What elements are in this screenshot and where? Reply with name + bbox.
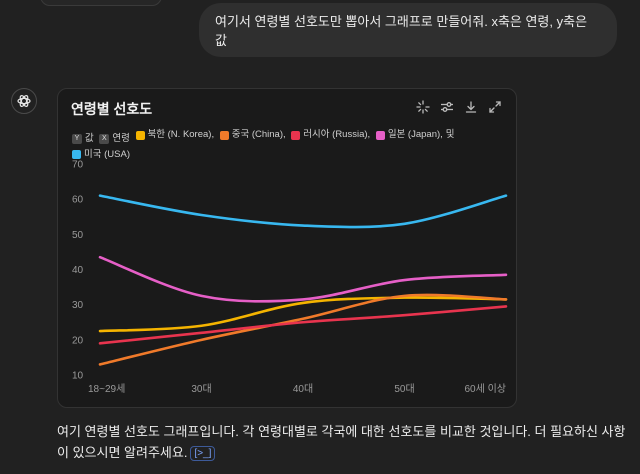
user-message-bubble: 여기서 연령별 선호도만 뽑아서 그래프로 만들어줘. x축은 연령, y축은 … [199, 3, 617, 57]
y-tick-label-50: 50 [72, 230, 84, 241]
legend-item-russia[interactable]: 러시아 (Russia), [291, 127, 370, 143]
legend-label-russia: 러시아 (Russia), [303, 129, 371, 140]
line-chart: 10 20 30 40 50 60 70 18~29세 30대 40대 50대 60세 이상 [72, 160, 508, 395]
legend-conjunction: 및 [445, 129, 455, 140]
previous-element-edge [40, 0, 162, 6]
legend-swatch-china [219, 130, 229, 140]
legend-x-key: X 연령 [99, 131, 130, 147]
y-key-badge: Y [72, 133, 82, 144]
legend-label-japan: 일본 (Japan), [387, 129, 443, 140]
legend-swatch-japan [375, 130, 385, 140]
legend-item-usa[interactable]: 미국 (USA) [72, 147, 130, 163]
y-tick-label-40: 40 [72, 265, 84, 276]
x-tick-label-0: 18~29세 [88, 383, 125, 395]
series-line-japan [98, 255, 508, 303]
x-tick-label-1: 30대 [191, 383, 211, 395]
expand-icon [489, 101, 501, 113]
assistant-reply: 여기 연령별 선호도 그래프입니다. 각 연령대별로 각국에 대한 선호도를 비… [57, 421, 632, 463]
user-message-text: 여기서 연령별 선호도만 뽑아서 그래프로 만들어줘. x축은 연령, y축은 … [215, 14, 588, 48]
y-tick-label-60: 60 [72, 195, 84, 206]
chart-card: 연령별 선호도 [57, 88, 517, 408]
x-tick-label-3: 50대 [394, 383, 414, 395]
chart-legend: Y 값 X 연령 북한 (N. Korea), 중국 (China), 러시아 … [72, 127, 502, 165]
legend-label-n-korea: 북한 (N. Korea), [147, 129, 215, 140]
legend-swatch-russia [291, 130, 301, 140]
legend-y-key: Y 값 [72, 131, 94, 147]
legend-item-japan[interactable]: 일본 (Japan), 및 [375, 127, 455, 143]
y-tick-label-30: 30 [72, 300, 84, 311]
x-tick-label-2: 40대 [293, 383, 313, 395]
legend-swatch-usa [72, 150, 81, 159]
series-line-russia [98, 305, 508, 345]
series-line-usa [98, 194, 508, 229]
series-line-n-korea [98, 296, 508, 333]
x-key-label: 연령 [112, 132, 130, 144]
x-key-badge: X [99, 133, 110, 144]
sliders-icon [441, 102, 453, 112]
download-chart-button[interactable] [463, 99, 479, 115]
legend-label-china: 중국 (China), [231, 129, 286, 140]
interactive-chart-button[interactable] [415, 99, 431, 115]
assistant-avatar [11, 88, 37, 114]
y-tick-label-10: 10 [72, 371, 84, 382]
download-icon [465, 101, 477, 113]
y-tick-label-70: 70 [72, 160, 84, 171]
legend-item-china[interactable]: 중국 (China), [219, 127, 286, 143]
openai-logo-icon [17, 95, 31, 107]
series-line-china [98, 293, 508, 366]
legend-swatch-n-korea [135, 130, 145, 140]
legend-label-usa: 미국 (USA) [84, 148, 130, 160]
customize-chart-button[interactable] [439, 99, 455, 115]
y-key-label: 값 [85, 132, 94, 144]
sparkle-cursor-icon [416, 100, 430, 114]
legend-item-n-korea[interactable]: 북한 (N. Korea), [135, 127, 215, 143]
x-tick-label-4: 60세 이상 [464, 383, 506, 395]
y-tick-label-20: 20 [72, 335, 84, 346]
chart-title: 연령별 선호도 [71, 101, 153, 117]
expand-chart-button[interactable] [487, 99, 503, 115]
code-citation-button[interactable]: [>_] [190, 446, 216, 462]
assistant-reply-text: 여기 연령별 선호도 그래프입니다. 각 연령대별로 각국에 대한 선호도를 비… [57, 424, 626, 460]
